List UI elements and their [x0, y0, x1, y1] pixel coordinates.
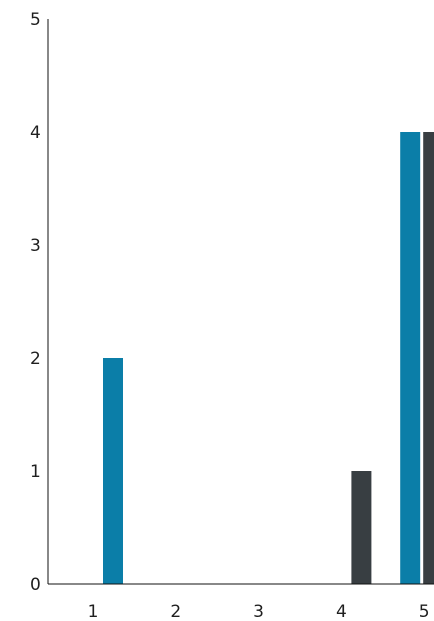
bar: [400, 132, 421, 584]
y-tick-label: 3: [30, 236, 41, 256]
y-tick-label: 2: [30, 349, 41, 369]
y-tick-label: 0: [30, 575, 41, 595]
y-tick-label: 4: [30, 123, 41, 143]
x-tick-label: 2: [170, 602, 181, 621]
bar: [103, 358, 123, 584]
y-axis-ticks: 0 1 2 3 4 5: [30, 10, 41, 595]
x-tick-label: 1: [88, 602, 99, 621]
y-tick-label: 5: [30, 10, 41, 30]
x-tick-label: 4: [336, 602, 347, 621]
x-tick-label: 3: [253, 602, 264, 621]
bar: [423, 132, 434, 584]
bars: [103, 132, 434, 584]
x-axis-ticks: 1 2 3 4 5: [88, 602, 430, 621]
bar: [351, 471, 372, 584]
y-tick-label: 1: [30, 462, 41, 482]
x-tick-label: 5: [419, 602, 430, 621]
